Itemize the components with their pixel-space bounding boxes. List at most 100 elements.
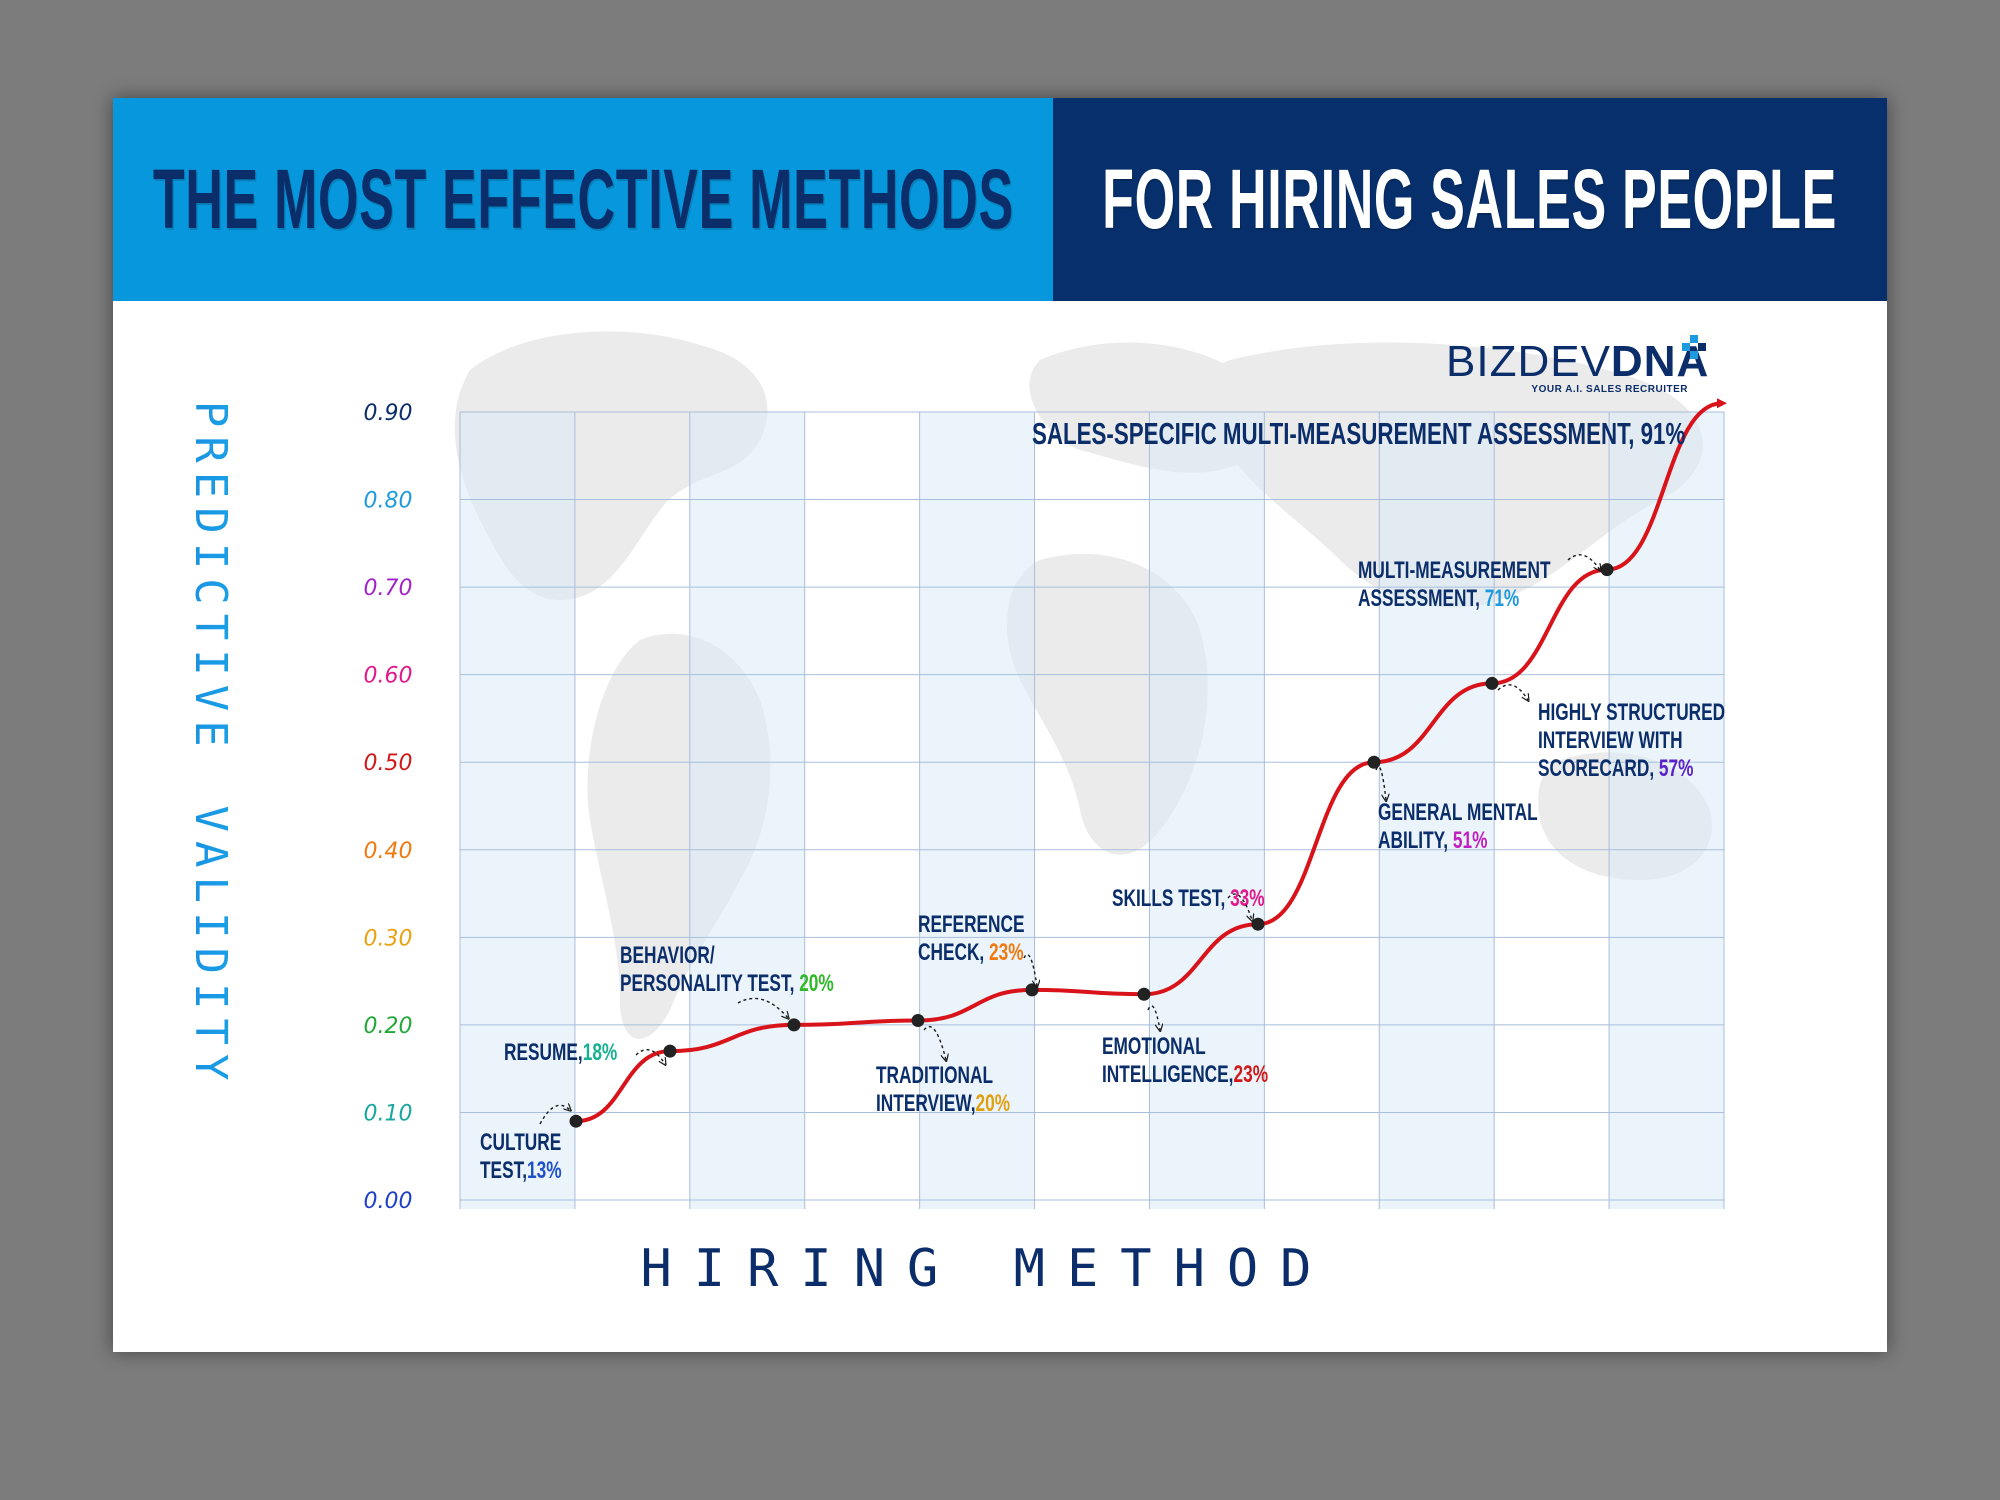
- y-axis-title-letter: P: [185, 401, 236, 428]
- grid-column-band: [919, 412, 1035, 1209]
- y-tick-label: 0.90: [364, 401, 413, 426]
- y-axis-title-letter: R: [185, 436, 236, 463]
- data-label-text: PERSONALITY TEST, 20%: [620, 970, 834, 996]
- grid-column-band: [460, 412, 575, 1209]
- data-label-text: INTERVIEW WITH: [1538, 727, 1683, 753]
- grid-column-band: [1379, 412, 1495, 1209]
- pointer-arrow: [635, 1049, 665, 1064]
- data-label-percent: 13%: [527, 1157, 562, 1183]
- data-label-text: TRADITIONAL: [876, 1062, 993, 1088]
- data-label: SALES-SPECIFIC MULTI-MEASUREMENT ASSESSM…: [1032, 416, 1685, 450]
- data-label-text: SALES-SPECIFIC MULTI-MEASUREMENT ASSESSM…: [1032, 416, 1685, 450]
- logo-brand-light: BIZDEVDNA: [1446, 337, 1709, 386]
- data-label-text: GENERAL MENTAL: [1378, 799, 1538, 825]
- grid-column-band: [1609, 412, 1724, 1209]
- data-point: [1600, 563, 1614, 577]
- data-points: [569, 398, 1727, 1128]
- y-axis-title-letter: D: [185, 947, 236, 974]
- data-point: [787, 1018, 801, 1032]
- pointer-arrow: [1497, 684, 1528, 700]
- data-label-text: ASSESSMENT, 71%: [1358, 585, 1520, 611]
- infographic-card: THE MOST EFFECTIVE METHODS FOR HIRING SA…: [113, 98, 1887, 1352]
- y-axis-title-letter: T: [185, 1018, 236, 1045]
- y-tick-label: 0.50: [364, 751, 413, 776]
- y-tick-label: 0.20: [364, 1014, 413, 1039]
- data-point: [1137, 987, 1151, 1001]
- data-label-percent: 91%: [1634, 416, 1685, 450]
- data-label-text: SCORECARD, 57%: [1538, 755, 1694, 781]
- data-label: RESUME,18%: [504, 1039, 618, 1065]
- y-axis-title-letter: L: [185, 876, 236, 903]
- y-axis-title-letter: I: [185, 543, 236, 570]
- data-label-text: EMOTIONAL: [1102, 1033, 1206, 1059]
- data-point: [1367, 755, 1381, 769]
- data-label-percent: 20%: [976, 1090, 1011, 1116]
- data-label-text: MULTI-MEASUREMENT: [1358, 557, 1551, 583]
- data-point: [1251, 917, 1265, 931]
- y-axis-title-letter: I: [185, 983, 236, 1010]
- pointer-arrow: [1227, 893, 1252, 920]
- header-right-banner: FOR HIRING SALES PEOPLE: [1053, 98, 1887, 301]
- header-left-banner: THE MOST EFFECTIVE METHODS: [113, 98, 1053, 301]
- data-label-percent: 33%: [1225, 885, 1265, 911]
- bizdevdna-logo: BIZDEVDNA YOUR A.I. SALES RECRUITER: [1446, 335, 1709, 395]
- data-label-text: CHECK, 23%: [918, 939, 1024, 965]
- y-axis-title-letter: E: [185, 720, 236, 747]
- logo-tagline: YOUR A.I. SALES RECRUITER: [1531, 384, 1688, 395]
- y-tick-label: 0.70: [364, 576, 413, 601]
- validity-series-line: [574, 398, 1727, 1124]
- dna-pixel-icon: [1682, 335, 1706, 359]
- y-tick-label: 0.60: [364, 664, 413, 689]
- title-left: THE MOST EFFECTIVE METHODS: [152, 152, 1014, 246]
- data-label-text: INTERVIEW,20%: [876, 1090, 1010, 1116]
- data-label-text: RESUME,18%: [504, 1039, 618, 1065]
- data-label-text: BEHAVIOR/: [620, 942, 715, 968]
- data-label-percent: 57%: [1654, 755, 1694, 781]
- data-label-text: HIGHLY STRUCTURED: [1538, 699, 1725, 725]
- title-right: FOR HIRING SALES PEOPLE: [1102, 152, 1838, 246]
- y-tick-label: 0.40: [364, 839, 413, 864]
- y-axis-title-letter: Y: [185, 1054, 236, 1081]
- pointer-arrow: [923, 1025, 946, 1060]
- data-label-text: INTELLIGENCE,23%: [1102, 1061, 1268, 1087]
- data-point: [1485, 676, 1499, 690]
- pointer-arrow: [737, 997, 788, 1018]
- plot-area: [459, 411, 1725, 1209]
- data-point: [569, 1114, 583, 1128]
- pointer-arrow: [1147, 1005, 1160, 1030]
- data-label-text: TEST,13%: [480, 1157, 562, 1183]
- data-label-percent: 23%: [1233, 1061, 1268, 1087]
- y-axis-title-letter: E: [185, 472, 236, 499]
- data-label-percent: 51%: [1448, 827, 1488, 853]
- data-label: SKILLS TEST, 33%: [1112, 885, 1265, 911]
- y-axis-title-letter: V: [185, 805, 236, 832]
- x-axis-title: HIRING METHOD: [641, 1239, 1334, 1299]
- data-label-percent: 23%: [984, 939, 1024, 965]
- y-axis-title-letter: T: [185, 614, 236, 641]
- y-axis-title-letter: V: [185, 685, 236, 712]
- data-label: BEHAVIOR/PERSONALITY TEST, 20%: [620, 942, 834, 996]
- y-axis-title-letter: A: [185, 841, 236, 868]
- data-label-percent: 71%: [1480, 585, 1520, 611]
- y-axis-title-letter: I: [185, 912, 236, 939]
- data-label-percent: 18%: [583, 1039, 618, 1065]
- grid-column-band: [689, 412, 805, 1209]
- data-label-text: SKILLS TEST, 33%: [1112, 885, 1265, 911]
- y-tick-label: 0.00: [364, 1189, 413, 1214]
- y-tick-label: 0.30: [364, 926, 413, 951]
- data-point: [911, 1014, 925, 1028]
- pointer-arrow: [1023, 953, 1037, 987]
- pointer-arrow: [539, 1105, 570, 1125]
- data-label-percent: 20%: [794, 970, 834, 996]
- y-tick-label: 0.10: [364, 1101, 413, 1126]
- data-label-text: ABILITY, 51%: [1378, 827, 1488, 853]
